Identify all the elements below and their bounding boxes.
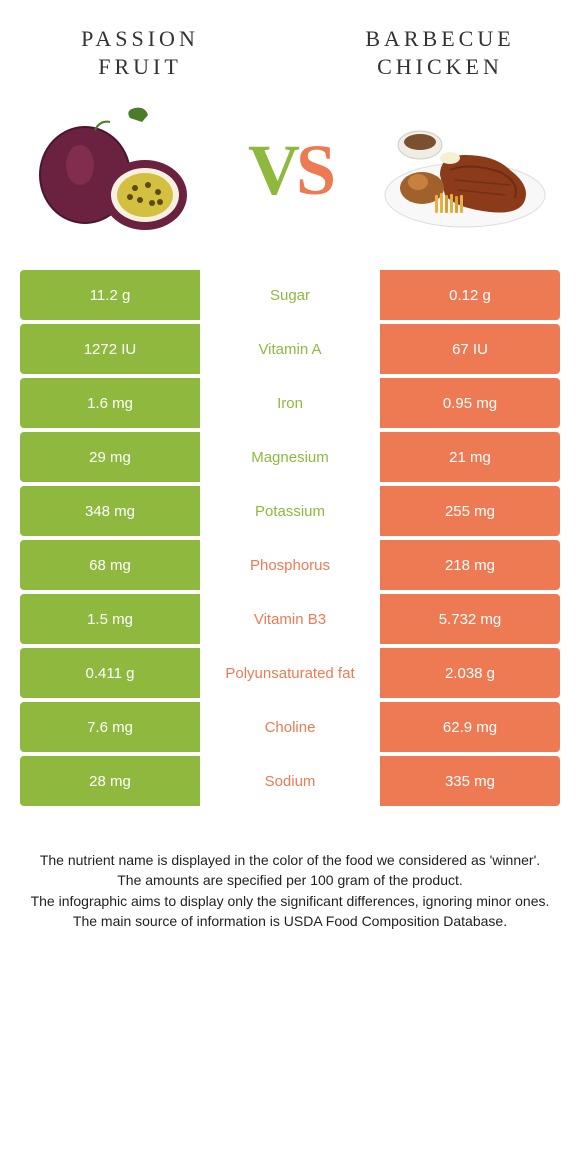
table-row: 1.5 mgVitamin B35.732 mg (20, 594, 560, 644)
nutrient-label: Iron (200, 378, 380, 428)
value-left: 28 mg (20, 756, 200, 806)
table-row: 11.2 gSugar0.12 g (20, 270, 560, 320)
value-left: 7.6 mg (20, 702, 200, 752)
nutrient-label: Phosphorus (200, 540, 380, 590)
value-left: 348 mg (20, 486, 200, 536)
table-row: 348 mgPotassium255 mg (20, 486, 560, 536)
title-left: PASSION FRUIT (40, 25, 240, 80)
comparison-table: 11.2 gSugar0.12 g1272 IUVitamin A67 IU1.… (0, 270, 580, 806)
footnote-line: The amounts are specified per 100 gram o… (30, 870, 550, 890)
title-right-line2: CHICKEN (377, 54, 503, 79)
value-right: 335 mg (380, 756, 560, 806)
title-right: BARBECUE CHICKEN (340, 25, 540, 80)
header: PASSION FRUIT BARBECUE CHICKEN (0, 0, 580, 90)
table-row: 68 mgPhosphorus218 mg (20, 540, 560, 590)
value-left: 1272 IU (20, 324, 200, 374)
table-row: 1272 IUVitamin A67 IU (20, 324, 560, 374)
table-row: 28 mgSodium335 mg (20, 756, 560, 806)
nutrient-label: Potassium (200, 486, 380, 536)
table-row: 1.6 mgIron0.95 mg (20, 378, 560, 428)
value-right: 0.95 mg (380, 378, 560, 428)
table-row: 7.6 mgCholine62.9 mg (20, 702, 560, 752)
value-right: 255 mg (380, 486, 560, 536)
footnote-line: The main source of information is USDA F… (30, 911, 550, 931)
vs-s: S (296, 130, 332, 210)
value-right: 5.732 mg (380, 594, 560, 644)
value-right: 2.038 g (380, 648, 560, 698)
nutrient-label: Magnesium (200, 432, 380, 482)
value-right: 62.9 mg (380, 702, 560, 752)
value-right: 67 IU (380, 324, 560, 374)
table-row: 29 mgMagnesium21 mg (20, 432, 560, 482)
nutrient-label: Vitamin A (200, 324, 380, 374)
value-left: 68 mg (20, 540, 200, 590)
value-left: 1.5 mg (20, 594, 200, 644)
value-right: 21 mg (380, 432, 560, 482)
title-left-line2: FRUIT (98, 54, 182, 79)
value-right: 218 mg (380, 540, 560, 590)
food-image-right (380, 100, 550, 240)
hero-row: VS (0, 90, 580, 270)
value-right: 0.12 g (380, 270, 560, 320)
nutrient-label: Sugar (200, 270, 380, 320)
value-left: 1.6 mg (20, 378, 200, 428)
food-image-left (30, 100, 200, 240)
footnotes: The nutrient name is displayed in the co… (0, 810, 580, 931)
nutrient-label: Sodium (200, 756, 380, 806)
nutrient-label: Vitamin B3 (200, 594, 380, 644)
value-left: 29 mg (20, 432, 200, 482)
footnote-line: The nutrient name is displayed in the co… (30, 850, 550, 870)
vs-label: VS (248, 129, 332, 212)
nutrient-label: Choline (200, 702, 380, 752)
table-row: 0.411 gPolyunsaturated fat2.038 g (20, 648, 560, 698)
value-left: 11.2 g (20, 270, 200, 320)
nutrient-label: Polyunsaturated fat (200, 648, 380, 698)
vs-v: V (248, 130, 296, 210)
value-left: 0.411 g (20, 648, 200, 698)
footnote-line: The infographic aims to display only the… (30, 891, 550, 911)
title-right-line1: BARBECUE (365, 26, 514, 51)
title-left-line1: PASSION (81, 26, 199, 51)
